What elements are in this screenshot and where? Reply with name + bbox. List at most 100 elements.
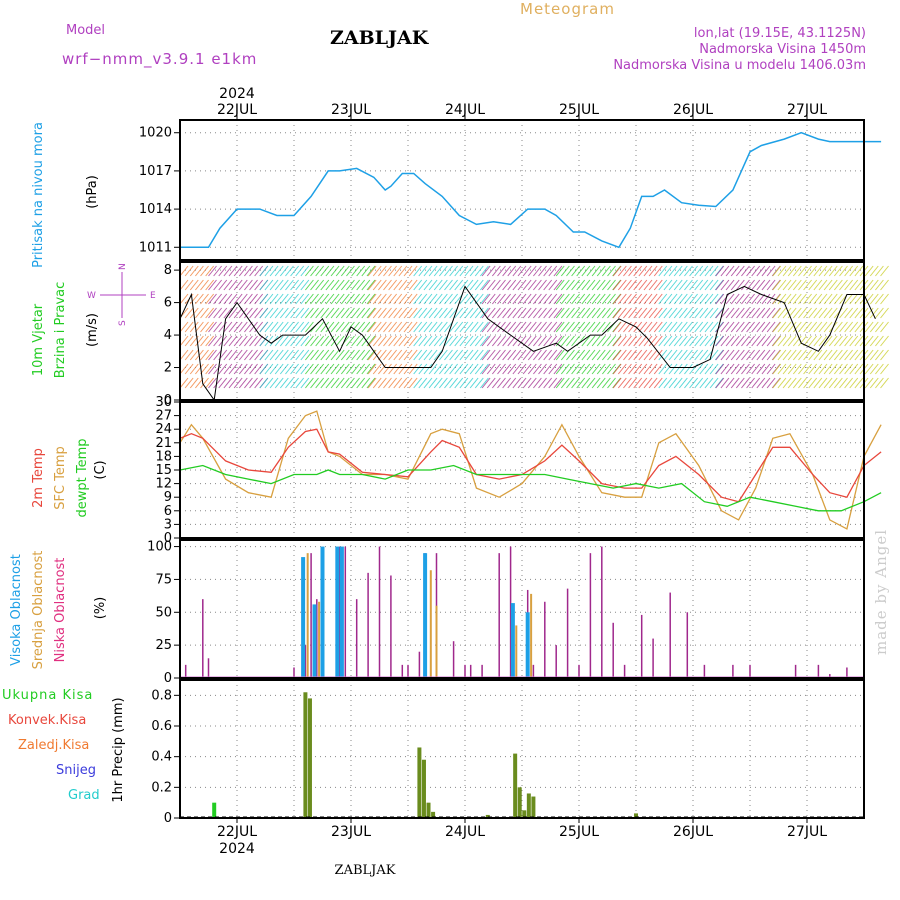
wind-barb-928 [684,279,693,291]
wind-barb-162 [264,265,274,277]
wind-barb-545 [474,335,484,347]
wind-barb-1267 [864,363,874,375]
wind-barb-437 [413,335,423,347]
wind-barb-595 [502,279,512,291]
wind-barb-774 [601,265,611,277]
wind-barb-301 [340,321,350,333]
wind-barb-915 [673,349,683,361]
wind-barb-226 [300,279,310,291]
wind-barb-1034 [735,377,745,389]
wind-barb-757 [591,279,601,291]
wind-barb-725 [571,335,580,347]
precip-bar-3 [417,747,422,818]
wind-barb-1197 [828,265,838,277]
wind-barb-414 [403,265,413,277]
wind-frame [179,261,865,401]
wind-barb-1015 [725,363,735,375]
wind-barb-587 [497,293,506,305]
wind-barb-221 [295,335,305,347]
wind-barb-1263 [864,307,874,319]
wind-barb-883 [658,279,668,291]
low-cloud-bar-10 [367,572,369,678]
wind-barb-1266 [864,349,874,361]
wind-barb-884 [658,293,668,305]
wind-barb-447 [418,349,428,361]
wind-barb-775 [601,279,611,291]
wind-barb-896 [663,335,673,347]
wind-barb-766 [596,279,606,291]
wind-barb-105 [233,349,243,361]
wind-barb-1142 [792,377,802,389]
precip-frame [179,679,865,819]
wind-ytick-label-1: 2 [164,361,172,376]
wind-barb-194 [279,335,289,347]
wind-barb-672 [543,349,553,361]
wind-barb-771 [596,349,606,361]
wind-barb-580 [491,321,501,333]
wind-barb-344 [366,293,376,305]
wind-barb-889 [658,363,668,375]
wind-barb-605 [507,293,517,305]
wind-barb-323 [351,377,360,389]
wind-barb-190 [279,279,289,291]
wind-barb-872 [648,377,658,389]
wind-barb-1001 [720,293,730,305]
wind-barb-709 [560,363,570,375]
cloud-ytick-label-3: 75 [155,572,172,587]
wind-barb-531 [469,265,479,277]
wind-barb-765 [596,265,606,277]
wind-barb-171 [269,265,279,277]
wind-barb-866 [648,293,658,305]
wind-barb-599 [502,335,512,347]
wind-barb-267 [320,349,330,361]
wind-barb-546 [474,349,484,361]
wind-barb-1180 [818,279,828,291]
wind-barb-528 [464,349,474,361]
wind-barb-498 [449,307,459,319]
wind-barb-997 [715,363,725,375]
wind-barb-818 [617,377,627,389]
wind-barb-57 [208,307,217,319]
wind-barb-597 [502,307,512,319]
wind-barb-47 [205,293,215,305]
wind-barb-586 [497,279,506,291]
low-cloud-bar-34 [640,614,643,678]
wind-barb-271 [325,279,335,291]
wind-barb-438 [413,349,423,361]
wind-barb-701 [555,377,565,389]
wind-barb-1056 [751,307,761,319]
wind-barb-1030 [735,321,745,333]
wind-barb-812 [617,293,627,305]
wind-barb-223 [295,363,305,375]
wind-barb-54 [208,265,217,277]
wind-barb-777 [601,307,611,319]
wind-barb-1075 [761,321,771,333]
wind-barb-576 [491,265,501,277]
wind-barb-1183 [818,321,828,333]
wind-barb-390 [388,307,398,319]
wind-barb-1125 [787,265,797,277]
low-cloud-bar-22 [498,553,500,678]
wind-barb-212 [290,335,299,347]
wind-barb-509 [454,335,464,347]
wind-barb-1244 [854,293,864,305]
wind-barb-834 [628,349,637,361]
wind-barb-479 [438,293,448,305]
wind-barb-953 [694,377,704,389]
wind-barb-838 [633,279,643,291]
low-cloud-bar-5 [310,553,312,678]
wind-barb-65 [213,293,223,305]
wind-barb-824 [623,335,632,347]
wind-barb-306 [346,265,355,277]
wind-barb-682 [548,363,558,375]
wind-barb-67 [213,321,223,333]
wind-barb-443 [418,293,428,305]
wind-barb-977 [709,335,719,347]
wind-unit: (m/s) [85,313,100,347]
wind-barb-975 [709,307,719,319]
wind-barb-904 [668,321,678,333]
wind-barb-1010 [725,293,735,305]
wind-barb-41 [200,335,209,347]
wind-barb-156 [259,307,269,319]
wind-barb-844 [633,363,643,375]
